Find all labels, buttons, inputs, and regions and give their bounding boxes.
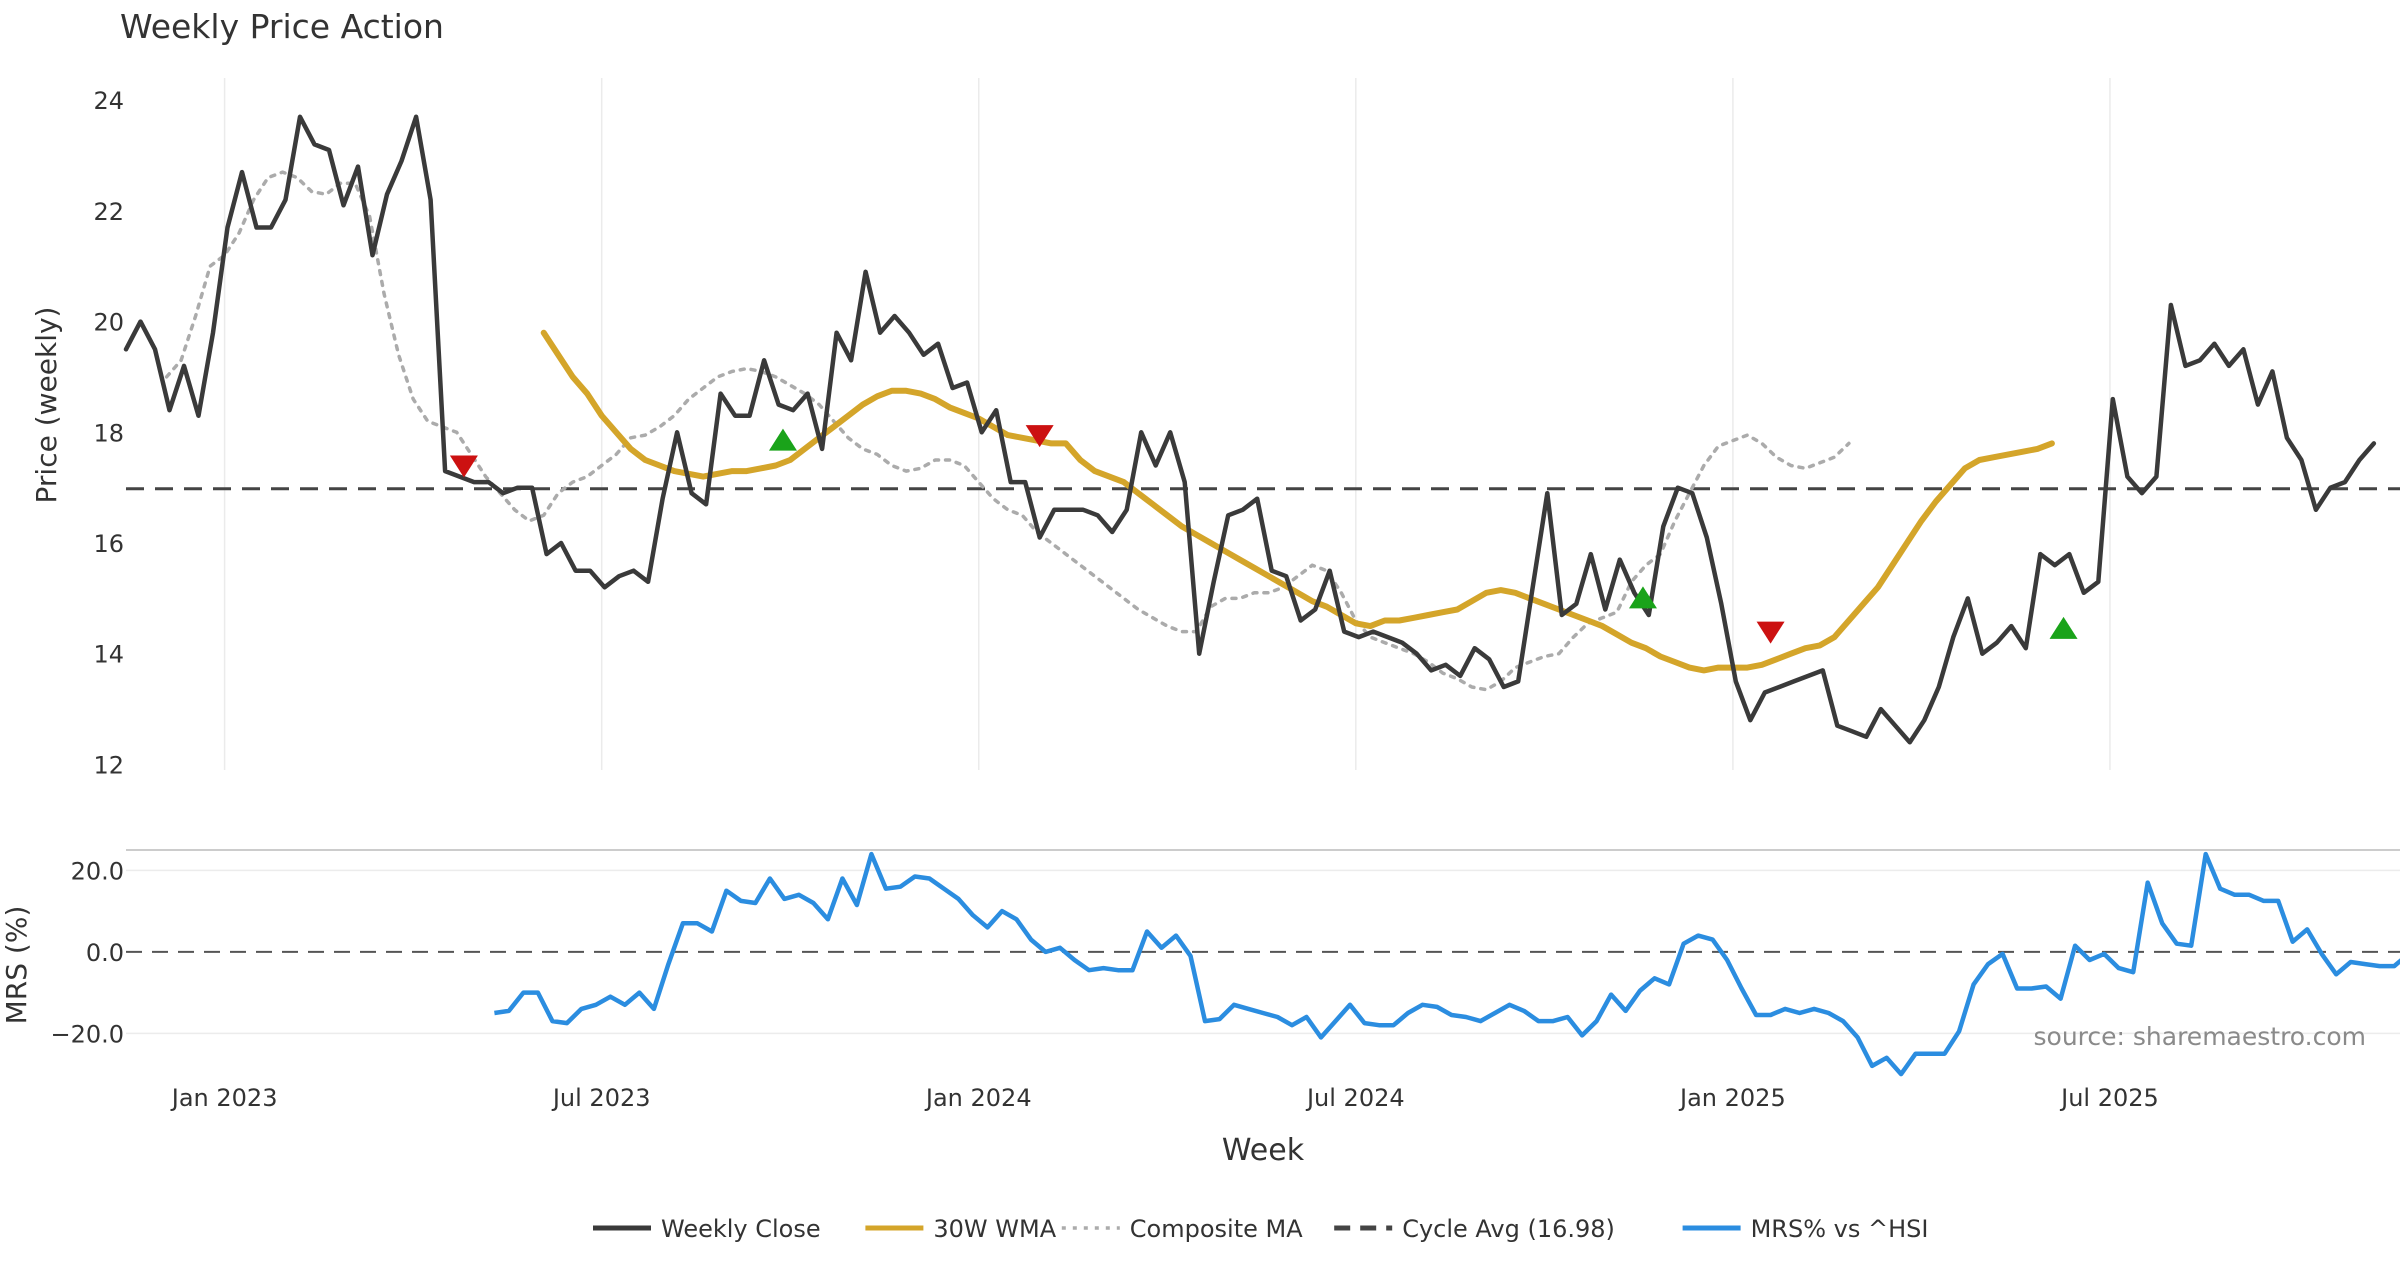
x-tick-label: Jan 2024 [924,1084,1032,1112]
legend-label: Cycle Avg (16.98) [1402,1215,1615,1243]
mrs-grid [126,849,2400,1035]
axis-labels: Jan 2023 Jul 2023 Jan 2024 Jul 2024 Jan 2025… [50,87,2158,1112]
price-y-tick-label: 24 [93,87,124,115]
x-axis-label: Week [1222,1133,1305,1168]
sell-signal-marker [449,455,478,478]
mrs-y-axis-label: MRS (%) [0,906,33,1025]
buy-signal-marker [2049,616,2078,639]
price-y-tick-label: 14 [93,641,124,669]
price-series-group [123,114,2377,745]
mrs-y-tick-label: 0.0 [86,939,124,967]
sell-signal-marker [1025,425,1054,448]
weekly-close-line [123,114,2377,745]
buy-signal-marker [768,428,797,451]
price-y-tick-label: 18 [93,419,124,447]
x-tick-label: Jul 2024 [1305,1084,1405,1112]
mrs-y-tick-label: −20.0 [50,1020,124,1048]
sell-signal-marker [1756,621,1785,644]
legend: Weekly Close 30W WMA Composite MA Cycle Avg… [593,1215,1928,1243]
price-y-tick-label: 22 [93,198,124,226]
mrs-line [494,851,2400,1077]
x-tick-label: Jul 2025 [2059,1084,2159,1112]
legend-label: Composite MA [1130,1215,1303,1243]
wma-30w-line [540,329,2055,674]
buy-signal-marker [1628,586,1657,609]
x-tick-label: Jan 2023 [170,1084,278,1112]
composite-ma-line [164,170,1851,692]
source-note: source: sharemaestro.com [2034,1022,2367,1051]
legend-label: MRS% vs ^HSI [1751,1215,1929,1243]
mrs-series-group [494,851,2400,1077]
price-y-tick-label: 16 [93,530,124,558]
price-y-axis-label: Price (weekly) [30,307,63,504]
price-y-tick-label: 20 [93,309,124,337]
chart-title: Weekly Price Action [120,7,444,46]
x-tick-label: Jul 2023 [551,1084,651,1112]
legend-label: Weekly Close [661,1215,821,1243]
price-y-tick-label: 12 [93,751,124,779]
x-tick-label: Jan 2025 [1678,1084,1786,1112]
price-grid [126,78,2400,770]
mrs-y-tick-label: 20.0 [71,857,124,885]
signal-markers [449,425,2078,644]
legend-label: 30W WMA [933,1215,1056,1243]
